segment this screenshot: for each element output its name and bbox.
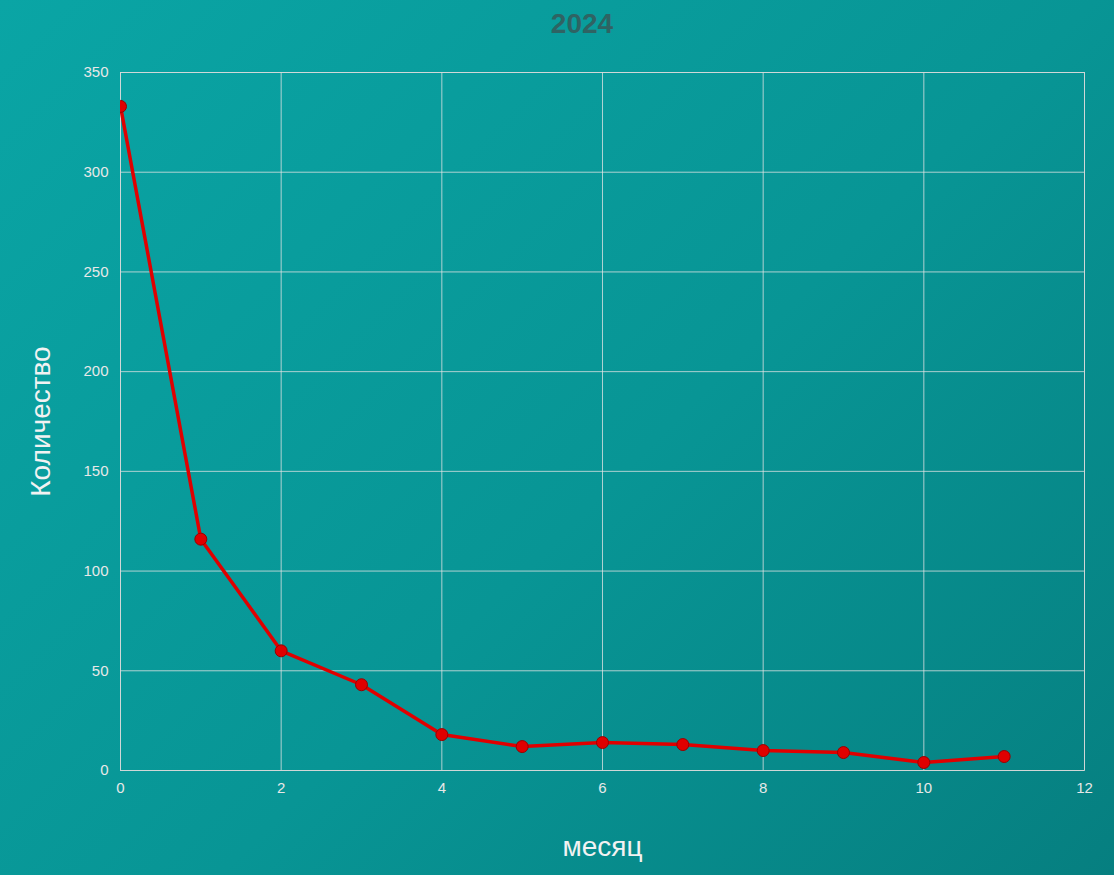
svg-text:0: 0 [116,779,124,796]
svg-text:4: 4 [438,779,446,796]
svg-text:200: 200 [83,362,108,379]
svg-text:8: 8 [759,779,767,796]
html-text:2024: 2024 [550,8,614,39]
svg-text:50: 50 [92,662,109,679]
svg-text:350: 350 [83,63,108,80]
svg-text:150: 150 [83,462,108,479]
svg-text:2: 2 [277,779,285,796]
svg-text:100: 100 [83,562,108,579]
svg-text:Количество: Количество [25,346,56,496]
svg-text:месяц: месяц [562,831,642,862]
svg-text:300: 300 [83,163,108,180]
svg-text:10: 10 [915,779,932,796]
svg-text:0: 0 [100,761,108,778]
svg-text:6: 6 [598,779,606,796]
svg-text:250: 250 [83,263,108,280]
svg-text:12: 12 [1076,779,1093,796]
